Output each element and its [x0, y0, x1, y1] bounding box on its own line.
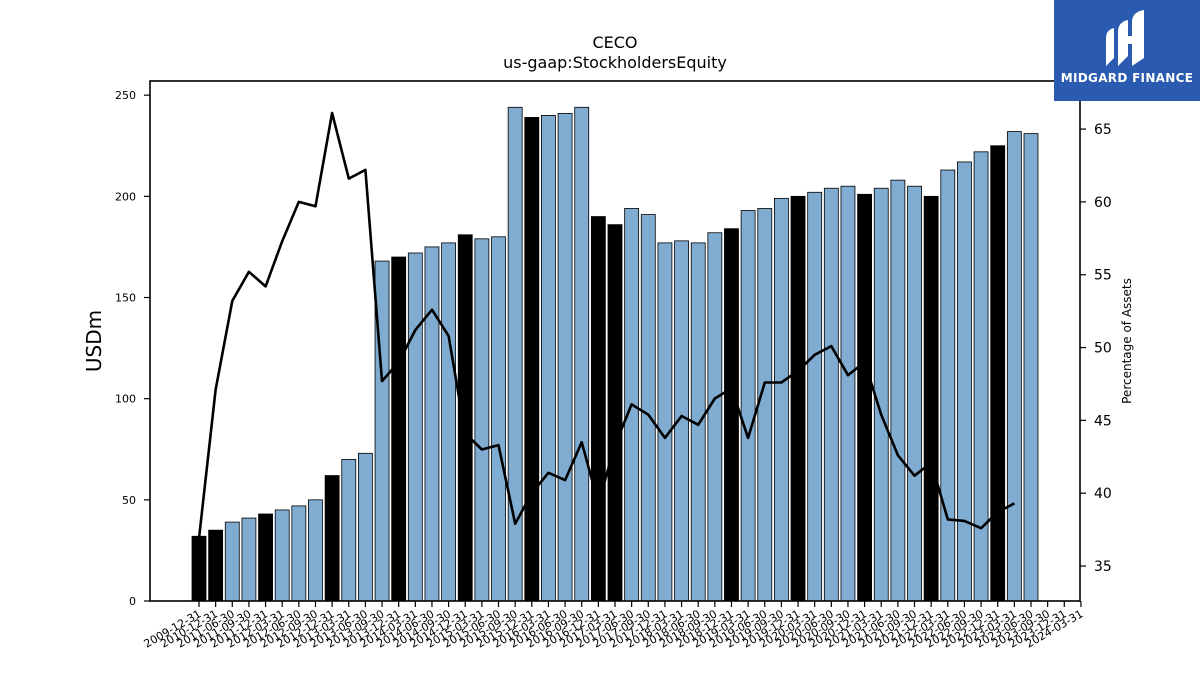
bar-2013-06-30 [357, 452, 373, 602]
bar-2019-12-31 [790, 195, 806, 602]
y-tick-label: 0 [129, 595, 136, 608]
bar-2014-06-30 [424, 246, 440, 602]
y-tick-label: 50 [122, 494, 136, 507]
bar-2015-12-31 [524, 117, 540, 602]
bar-2015-06-30 [491, 236, 506, 602]
chart-subtitle: us-gaap:StockholdersEquity [503, 53, 727, 72]
y-tick-label: 250 [115, 89, 136, 102]
bar-2017-03-31 [607, 224, 623, 602]
bar-2011-09-30 [241, 517, 257, 602]
bar-2020-03-31 [807, 191, 823, 602]
y2-tick-label: 60 [1094, 195, 1112, 211]
bar-2020-12-31 [857, 193, 872, 602]
bar-2016-03-31 [541, 114, 556, 602]
bar-2021-03-31 [873, 187, 889, 602]
bar-2012-12-31 [324, 475, 340, 602]
bar-2018-12-31 [724, 228, 739, 602]
bar-2014-03-31 [407, 252, 423, 602]
percentage-line [197, 111, 1016, 539]
midgard-logo-icon [1106, 10, 1144, 66]
bar-2012-03-31 [274, 509, 290, 602]
bar-2014-09-30 [441, 242, 457, 602]
bar-2023-03-31 [1006, 131, 1022, 602]
chart-title: CECO [592, 33, 637, 52]
y-axis-right: 35 40 45 50 55 60 65 [1080, 122, 1112, 575]
bar-2015-09-30 [507, 106, 523, 602]
y-axis-label: USDm [82, 310, 106, 372]
bar-2021-12-31 [923, 195, 939, 602]
bar-2022-12-31 [990, 145, 1006, 602]
bar-2019-03-31 [740, 210, 756, 602]
bar-2021-06-30 [890, 179, 906, 602]
y2-tick-label: 50 [1094, 341, 1112, 357]
bar-2020-09-30 [840, 185, 856, 602]
y2-axis-label: Percentage of Assets [1120, 278, 1134, 404]
bar-2009-12-31 [191, 535, 207, 602]
bar-2022-03-31 [940, 169, 956, 602]
bar-2013-03-31 [341, 458, 357, 602]
y2-tick-label: 35 [1094, 559, 1112, 575]
bar-2021-09-30 [907, 185, 922, 602]
midgard-finance-logo: MIDGARD FINANCE [1054, 0, 1200, 101]
bar-2012-09-30 [308, 499, 323, 602]
bar-2016-06-30 [557, 112, 573, 602]
y2-tick-label: 65 [1094, 122, 1112, 138]
bar-2020-06-30 [823, 187, 839, 602]
bar-2010-12-31 [208, 529, 224, 602]
bar-2016-12-31 [590, 216, 606, 602]
bar-2016-09-30 [574, 106, 590, 602]
y-tick-label: 150 [115, 291, 136, 304]
bar-2019-09-30 [774, 197, 789, 602]
bar-2018-09-30 [707, 232, 723, 602]
bar-2022-09-30 [973, 151, 989, 602]
bar-2017-12-31 [657, 242, 673, 602]
bar-2013-12-31 [391, 256, 407, 602]
x-axis: 2009-12-312010-12-312011-06-302011-09-30… [142, 601, 1085, 651]
bar-2022-06-30 [957, 161, 972, 602]
y-tick-label: 100 [115, 393, 136, 406]
bar-2017-09-30 [640, 214, 656, 602]
bar-2019-06-30 [757, 208, 773, 602]
y2-tick-label: 40 [1094, 486, 1112, 502]
y2-tick-label: 55 [1094, 268, 1112, 284]
y2-tick-label: 45 [1094, 413, 1112, 429]
bar-2011-06-30 [224, 521, 240, 602]
bar-2012-06-30 [291, 505, 307, 602]
logo-text: MIDGARD FINANCE [1060, 71, 1194, 85]
bar-2014-12-31 [457, 234, 473, 602]
bar-2023-06-30 [1023, 133, 1039, 602]
bar-2015-03-31 [474, 238, 490, 602]
bar-2011-12-31 [258, 513, 273, 602]
y-axis-left: 0 50 100 150 200 250 [115, 89, 150, 608]
y-tick-label: 200 [115, 190, 136, 203]
